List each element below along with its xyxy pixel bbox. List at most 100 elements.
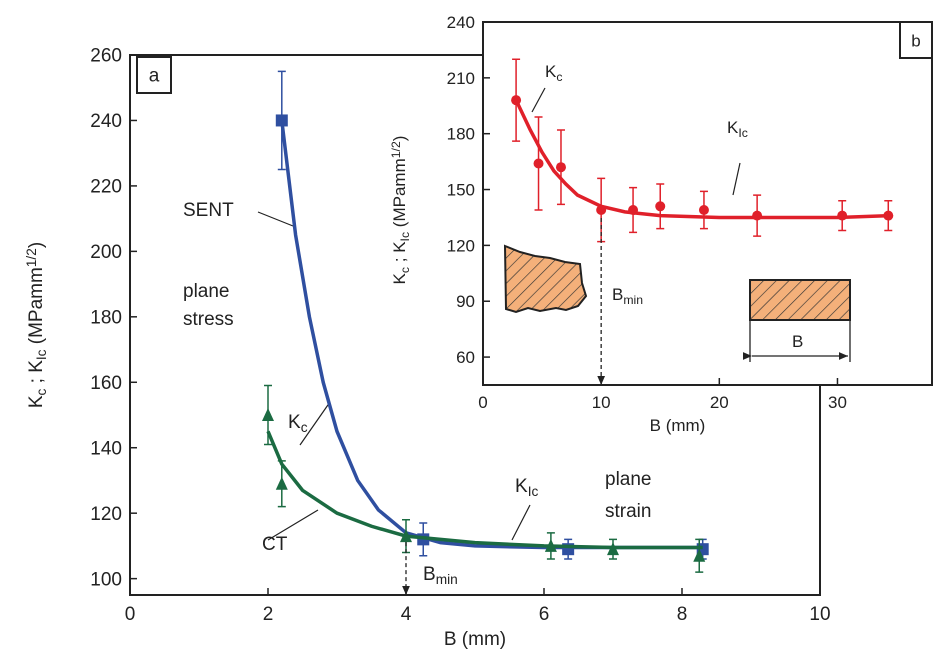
superscript: 1/2 <box>24 248 39 267</box>
annotation: KIc <box>515 476 538 499</box>
x-axis-label: B (mm) <box>444 629 506 650</box>
text-part: K <box>390 272 409 284</box>
text-part: B <box>423 564 436 585</box>
y-tick-label: 140 <box>90 438 122 459</box>
marker <box>275 476 288 490</box>
text-part: K <box>515 476 528 497</box>
x-tick-label: 6 <box>539 604 550 625</box>
annotation: plane <box>605 469 652 490</box>
marker <box>555 162 566 173</box>
annotation: Bmin <box>612 285 643 307</box>
x-tick-label: 20 <box>710 393 729 412</box>
marker <box>275 114 288 127</box>
text-part: K <box>288 412 301 433</box>
marker <box>628 205 639 216</box>
text-part: B <box>612 285 623 304</box>
marker <box>533 158 544 169</box>
subscript: min <box>436 572 458 587</box>
y-tick-label: 160 <box>90 373 122 394</box>
specimen-sketch <box>749 279 851 321</box>
text-part: (MPamm <box>26 267 47 349</box>
y-tick-label: 260 <box>90 46 122 67</box>
x-tick-label: 8 <box>677 604 688 625</box>
text-part: ; K <box>390 241 409 267</box>
y-tick-label: 90 <box>456 292 475 311</box>
text-part: K <box>727 118 739 137</box>
y-axis-label: Kc ; KIc (MPamm1/2) <box>24 242 49 408</box>
leader-line <box>267 509 319 541</box>
text-part: ; K <box>26 360 47 389</box>
y-tick-label: 220 <box>90 177 122 198</box>
marker <box>511 95 522 106</box>
marker <box>262 408 274 421</box>
text-part: plane <box>605 469 652 490</box>
marker <box>693 548 706 562</box>
panel-label-box <box>899 21 933 59</box>
y-tick-label: 210 <box>447 69 475 88</box>
leader-line <box>299 401 331 446</box>
text-part: plane <box>183 281 230 302</box>
text-part: stress <box>183 309 234 330</box>
y-tick-label: 240 <box>90 111 122 132</box>
marker <box>698 205 709 216</box>
annotation: strain <box>605 501 651 522</box>
x-tick-label: 4 <box>401 604 412 625</box>
y-tick-label: 120 <box>90 504 122 525</box>
annotation: Kc <box>288 412 308 435</box>
marker <box>883 210 894 221</box>
text-part: K <box>545 62 557 81</box>
x-axis-label: B (mm) <box>650 416 706 435</box>
subscript: Ic <box>528 484 539 499</box>
text-part: strain <box>605 501 651 522</box>
x-tick-label: 10 <box>809 604 830 625</box>
leader-line <box>531 87 546 113</box>
annotation: stress <box>183 309 234 330</box>
plot-area <box>482 21 933 386</box>
annotation: KIc <box>727 118 748 140</box>
text-part: (MPamm <box>390 158 409 232</box>
marker <box>596 205 607 216</box>
marker <box>837 210 848 221</box>
y-axis-label: Kc ; KIc (MPamm1/2) <box>389 136 412 285</box>
subscript: Ic <box>738 126 748 140</box>
leader-line <box>511 504 531 541</box>
series-label: CT <box>262 534 288 555</box>
y-tick-label: 150 <box>447 180 475 199</box>
subscript: min <box>623 293 643 307</box>
panel-label: a <box>149 65 160 86</box>
marker <box>607 542 619 556</box>
y-tick-label: 60 <box>456 348 475 367</box>
text-part: K <box>26 395 47 408</box>
annotation: plane <box>183 281 230 302</box>
annotation: Kc <box>545 62 562 84</box>
x-tick-label: 0 <box>478 393 487 412</box>
panel-label: b <box>911 31 920 50</box>
y-tick-label: 240 <box>447 13 475 32</box>
specimen-sketch <box>503 244 588 314</box>
subscript: c <box>301 420 308 435</box>
text-part: ) <box>26 242 47 248</box>
x-tick-label: 2 <box>263 604 274 625</box>
leader-line <box>257 211 294 227</box>
annotation: B <box>792 332 803 351</box>
x-tick-label: 0 <box>125 604 136 625</box>
y-tick-label: 100 <box>90 569 122 590</box>
y-tick-label: 120 <box>447 236 475 255</box>
series-label: SENT <box>183 200 234 221</box>
marker <box>544 538 557 552</box>
x-tick-label: 30 <box>828 393 847 412</box>
y-tick-label: 200 <box>90 242 122 263</box>
subscript: c <box>34 388 49 395</box>
text-part: B <box>792 332 803 351</box>
subscript: Ic <box>34 349 49 360</box>
x-tick-label: 10 <box>592 393 611 412</box>
y-tick-label: 180 <box>447 125 475 144</box>
leader-line <box>732 162 741 196</box>
subscript: Ic <box>398 232 412 242</box>
superscript: 1/2 <box>389 141 403 158</box>
panel-label-box <box>136 56 172 94</box>
subscript: c <box>398 267 412 273</box>
